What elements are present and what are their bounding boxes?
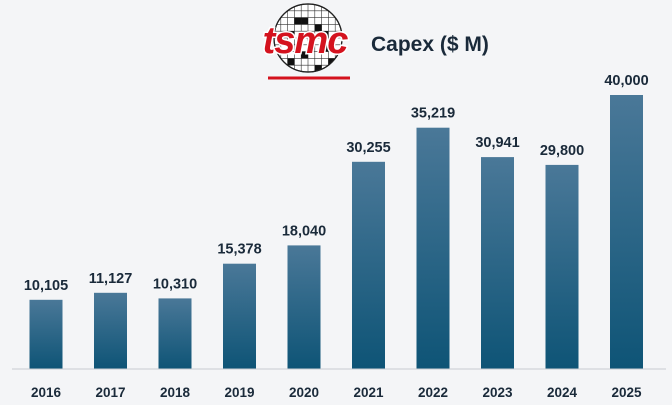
value-label-2025: 40,000 [604, 73, 648, 89]
value-label-2024: 29,800 [540, 143, 584, 159]
value-label-2023: 30,941 [475, 135, 519, 151]
x-tick-2023: 2023 [482, 385, 513, 400]
x-tick-2019: 2019 [224, 385, 254, 400]
value-label-2017: 11,127 [89, 271, 133, 287]
x-tick-2024: 2024 [547, 385, 578, 400]
x-tick-2017: 2017 [95, 385, 125, 400]
value-label-2019: 15,378 [217, 242, 261, 258]
x-tick-2025: 2025 [611, 385, 642, 400]
bar-2016 [29, 299, 63, 369]
value-label-2016: 10,105 [24, 278, 68, 294]
value-label-2020: 18,040 [282, 223, 326, 239]
chart-title: Capex ($ M) [371, 33, 489, 56]
x-tick-2020: 2020 [289, 385, 319, 400]
bar-2021 [352, 161, 385, 369]
value-label-2021: 30,255 [346, 140, 390, 156]
bar-2020 [287, 245, 321, 369]
x-tick-2022: 2022 [418, 385, 448, 400]
x-tick-2018: 2018 [160, 385, 191, 400]
x-tick-2021: 2021 [353, 385, 384, 400]
bar-2023 [481, 157, 514, 369]
bar-2017 [94, 292, 127, 369]
bar-2025 [610, 95, 643, 369]
bar-2022 [416, 127, 450, 369]
value-labels-group: 10,105 11,127 10,310 15,378 18,040 30,255 35,2… [24, 73, 649, 294]
tsmc-logo: tsmc [261, 3, 351, 80]
logo-wordmark: tsmc [263, 20, 349, 62]
value-label-2022: 35,219 [411, 106, 455, 122]
bar-2019 [223, 263, 256, 369]
value-label-2018: 10,310 [153, 276, 197, 292]
bar-2018 [158, 298, 192, 369]
bars-group [29, 95, 643, 369]
x-tick-2016: 2016 [31, 385, 62, 400]
bar-2024 [545, 164, 579, 369]
x-tick-labels-group: 2016 2017 2018 2019 2020 2021 2022 2023 2024 2025 [31, 385, 642, 400]
